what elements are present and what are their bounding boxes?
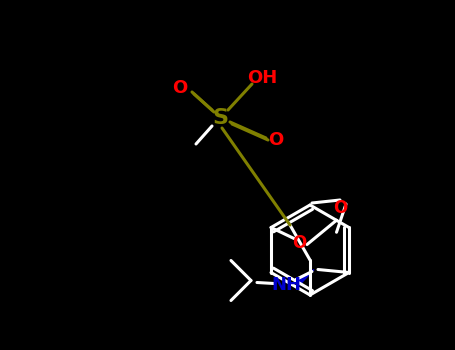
Text: O: O [268,131,283,149]
Text: O: O [333,199,347,217]
Text: O: O [172,79,187,97]
Text: OH: OH [247,69,277,87]
Text: O: O [292,233,306,252]
Text: NH: NH [271,276,301,294]
Polygon shape [298,270,314,287]
Text: S: S [212,108,228,128]
